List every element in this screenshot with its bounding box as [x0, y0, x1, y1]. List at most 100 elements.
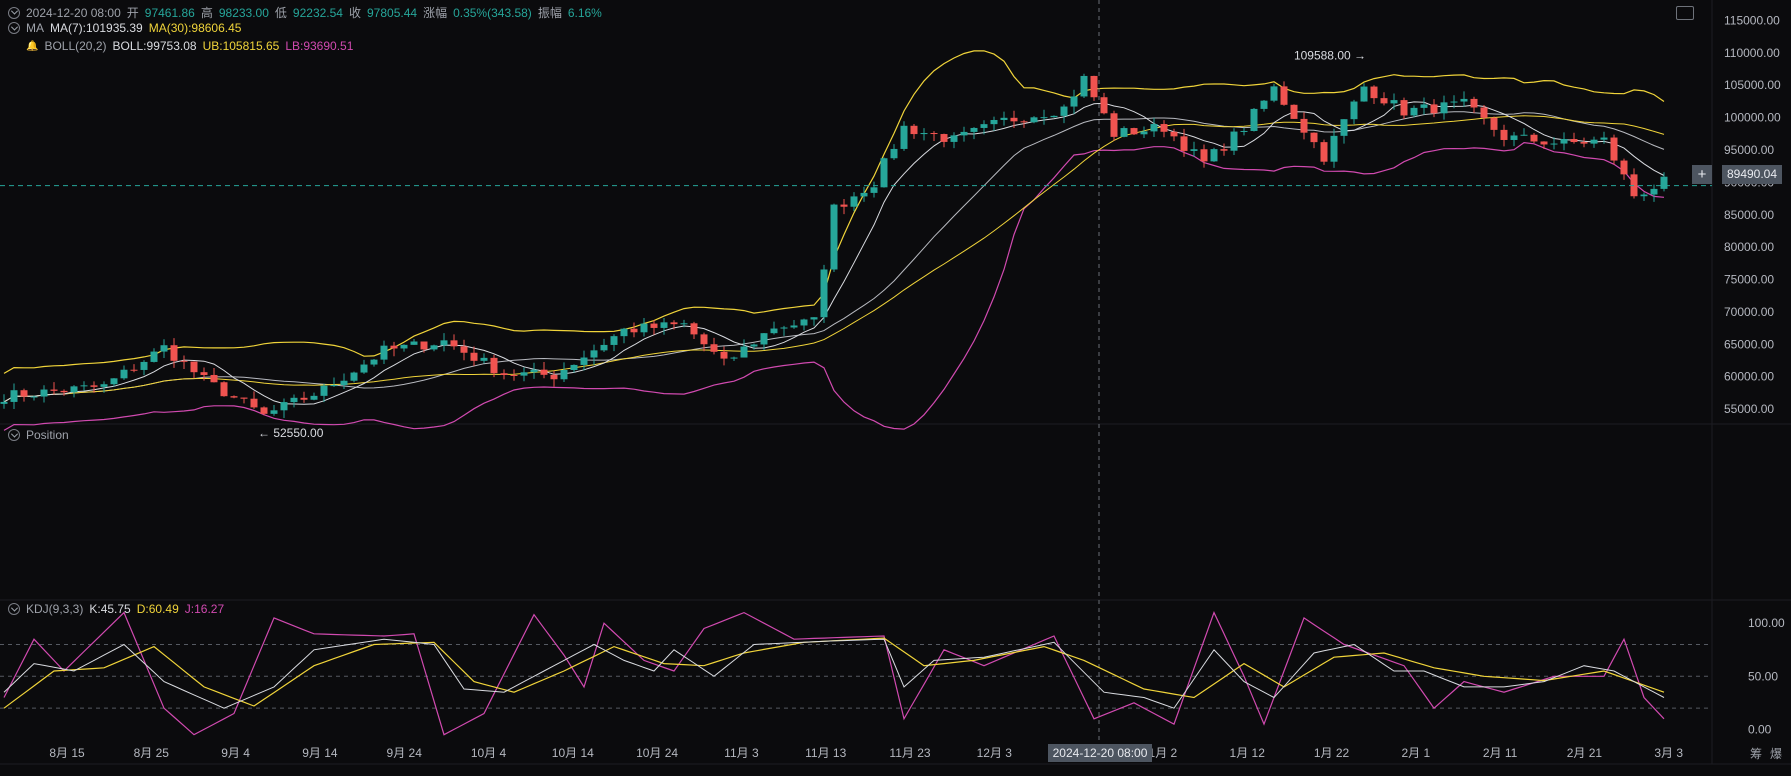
- candle-body: [850, 196, 858, 207]
- price-tick-label: 55000.00: [1724, 402, 1774, 416]
- price-tick-label: 70000.00: [1724, 305, 1774, 319]
- open-label: 开: [126, 6, 139, 20]
- candle-body: [680, 323, 688, 325]
- candle-body: [1390, 100, 1398, 104]
- candle-body: [1210, 149, 1218, 162]
- crosshair-time-label: 2024-12-20 08:00: [1048, 744, 1152, 762]
- candle-body: [1610, 137, 1618, 161]
- candle-body: [1360, 86, 1368, 102]
- low-label: 低: [274, 6, 287, 20]
- candle-body: [280, 402, 288, 411]
- candle-body: [670, 322, 678, 325]
- candle-body: [1580, 142, 1588, 144]
- candle-body: [1270, 86, 1278, 101]
- candle-body: [20, 390, 28, 397]
- candle-body: [1120, 128, 1128, 137]
- ma-legend: MA MA(7):101935.39 MA(30):98606.45: [8, 21, 241, 35]
- x-tick-label: 11月 23: [889, 746, 930, 760]
- candle-body: [140, 361, 148, 370]
- candle-body: [200, 372, 208, 375]
- boll-legend: 🔔 BOLL(20,2) BOLL:99753.08 UB:105815.65 …: [26, 39, 353, 53]
- kdj-tick-label: 100.00: [1748, 616, 1785, 630]
- collapse-toggle-icon[interactable]: [8, 429, 20, 441]
- kdj-d-value: D:60.49: [136, 602, 179, 616]
- candle-body: [1400, 100, 1408, 116]
- boll-lb-value: LB:93690.51: [285, 39, 354, 53]
- candle-body: [540, 369, 548, 375]
- collapse-toggle-icon[interactable]: [8, 603, 20, 615]
- candle-body: [760, 333, 768, 345]
- collapse-toggle-icon[interactable]: [8, 22, 20, 34]
- candle-body: [1430, 104, 1438, 114]
- candle-body: [120, 369, 128, 379]
- x-tick-label: 11月 3: [724, 746, 759, 760]
- candle-body: [1550, 143, 1558, 145]
- change-label: 涨幅: [423, 6, 448, 20]
- amp-label: 振幅: [537, 6, 562, 20]
- candle-body: [440, 340, 448, 346]
- candle-body: [1440, 102, 1448, 114]
- chip-icon[interactable]: 筹: [1750, 747, 1763, 761]
- candle-body: [1090, 75, 1098, 98]
- candle-body: [90, 385, 98, 387]
- x-tick-label: 2月 21: [1567, 746, 1603, 760]
- candle-body: [330, 385, 338, 387]
- candle-body: [50, 389, 58, 391]
- screenshot-icon[interactable]: [1676, 6, 1694, 20]
- candle-body: [1220, 149, 1228, 151]
- candle-body: [1200, 149, 1208, 162]
- candle-body: [300, 397, 308, 400]
- collapse-toggle-icon[interactable]: [8, 6, 20, 19]
- price-tick-label: 75000.00: [1724, 273, 1774, 287]
- kdj-tick-label: 0.00: [1748, 722, 1772, 736]
- candle-body: [1250, 108, 1258, 131]
- candle-body: [130, 369, 138, 371]
- candle-body: [1380, 98, 1388, 104]
- candle-body: [340, 380, 348, 386]
- crosshair-price-label: 89490.04: [1722, 165, 1782, 184]
- bell-icon[interactable]: 🔔: [26, 40, 39, 52]
- candle-body: [10, 390, 18, 402]
- candle-body: [660, 322, 668, 328]
- candle-body: [500, 373, 508, 375]
- x-tick-label: 8月 25: [134, 746, 170, 760]
- candle-body: [1180, 136, 1188, 151]
- max-price-annotation: 109588.00 →: [1294, 49, 1366, 63]
- candle-body: [400, 344, 408, 349]
- candle-body: [1460, 98, 1468, 102]
- candle-body: [870, 187, 878, 193]
- liquidation-icon[interactable]: 爆: [1770, 747, 1783, 761]
- price-tick-label: 65000.00: [1724, 337, 1774, 351]
- candle-body: [250, 398, 258, 408]
- candle-body: [980, 124, 988, 128]
- candle-body: [1420, 104, 1428, 108]
- candle-body: [1150, 124, 1158, 132]
- close-value: 97805.44: [367, 5, 418, 20]
- price-tick-label: 80000.00: [1724, 240, 1774, 254]
- candle-body: [1300, 118, 1308, 133]
- candle-body: [590, 350, 598, 358]
- candle-body: [900, 125, 908, 149]
- candle-body: [1340, 119, 1348, 136]
- x-tick-label: 10月 4: [471, 746, 507, 760]
- x-tick-label: 12月 3: [977, 746, 1013, 760]
- add-alert-icon[interactable]: +: [1692, 165, 1712, 184]
- candle-body: [550, 374, 558, 380]
- candle-body: [100, 384, 108, 387]
- candle-body: [1650, 188, 1658, 195]
- candle-body: [1530, 134, 1538, 142]
- candle-body: [310, 395, 318, 400]
- candle-body: [1240, 130, 1248, 132]
- position-label: Position: [26, 428, 69, 442]
- candle-body: [920, 133, 928, 135]
- x-tick-label: 11月 13: [805, 746, 846, 760]
- candle-body: [1480, 107, 1488, 118]
- candle-body: [1330, 135, 1338, 162]
- x-tick-label: 9月 4: [221, 746, 250, 760]
- candle-body: [1140, 131, 1148, 135]
- candle-body: [1660, 176, 1668, 189]
- price-tick-label: 110000.00: [1724, 46, 1780, 60]
- candle-body: [370, 359, 378, 365]
- candle-body: [530, 369, 538, 373]
